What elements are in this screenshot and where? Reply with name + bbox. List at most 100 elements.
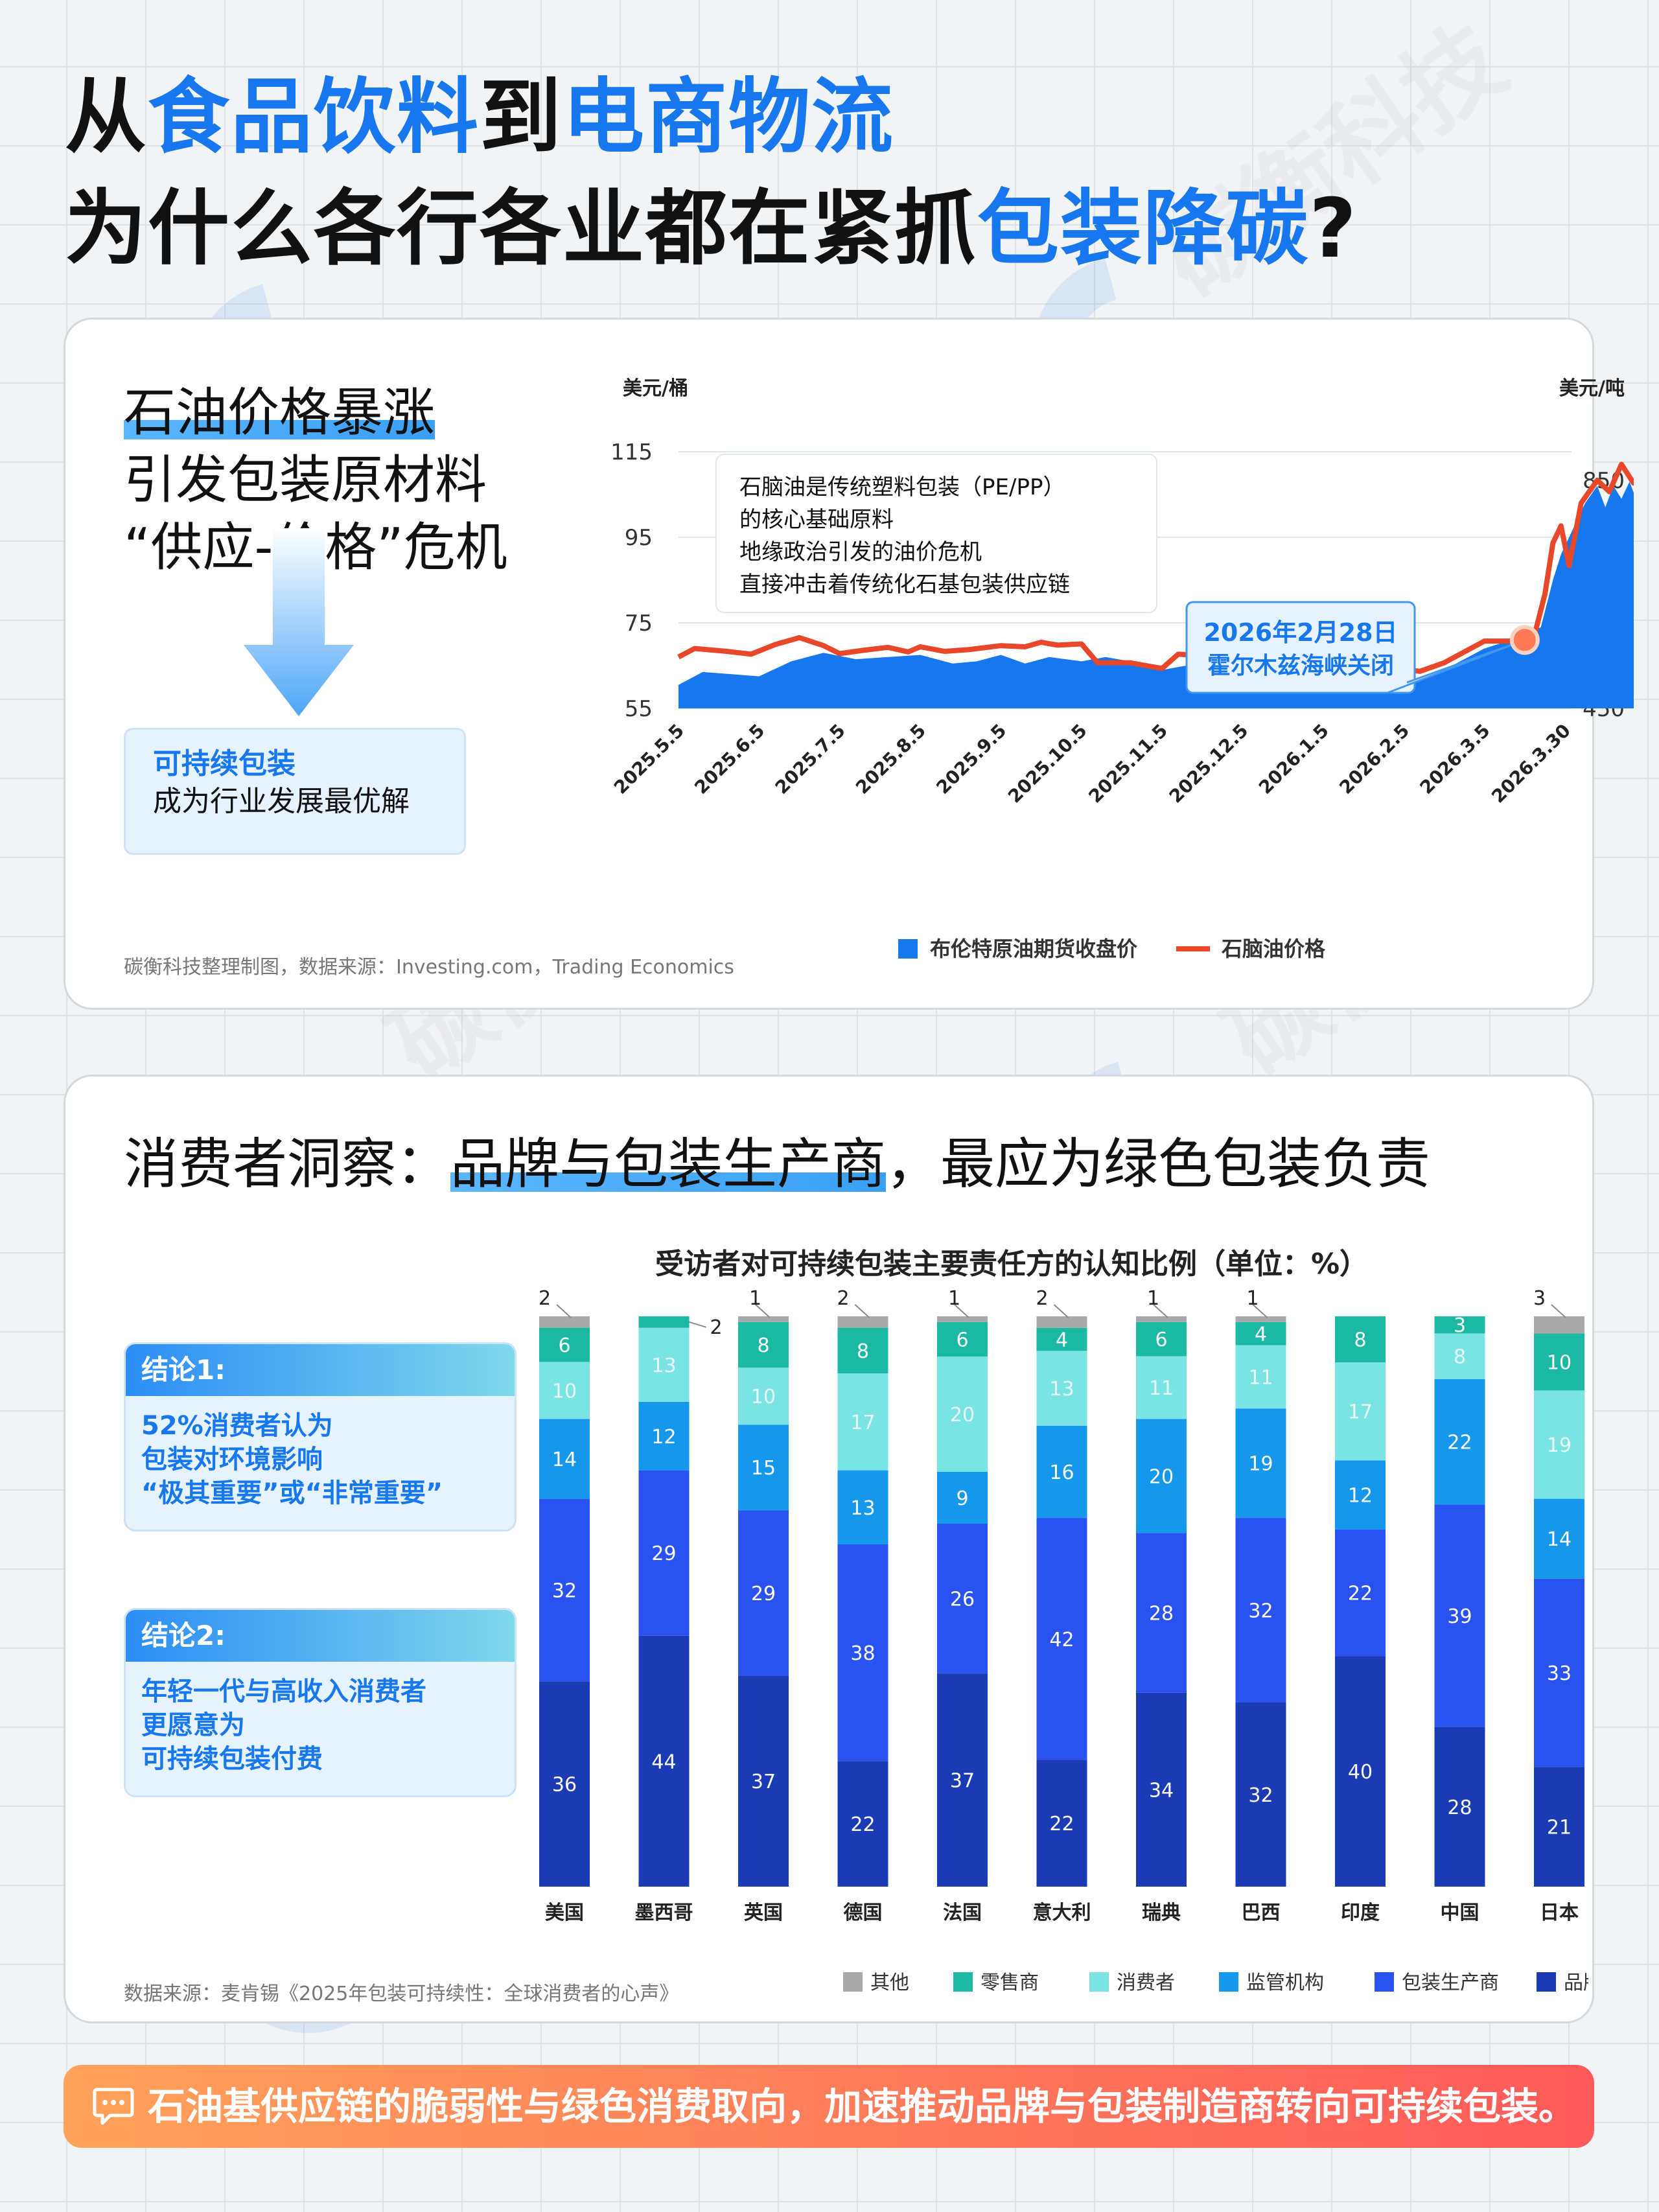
bar-segment [837, 1761, 888, 1887]
x-tick-label: 2025.6.5 [690, 720, 769, 798]
bar-segment [1335, 1316, 1386, 1363]
chart-title: 受访者对可持续包装主要责任方的认知比例（单位：%） [655, 1248, 1368, 1281]
conclusion-2-head: 结论2: [126, 1610, 515, 1662]
segment-label: 14 [1547, 1528, 1572, 1551]
headline-line1: 从食品饮料到电商物流 [65, 76, 894, 158]
conclusion-2-card: 结论2: 年轻一代与高收入消费者 更愿意为 可持续包装付费 [124, 1608, 516, 1797]
event-text: 霍尔木兹海峡关闭 [1207, 653, 1394, 679]
bar-segment [1235, 1702, 1286, 1887]
bar-segment [837, 1544, 888, 1762]
bar-segment [738, 1316, 789, 1322]
category-label: 意大利 [1033, 1902, 1091, 1924]
category-label: 日本 [1540, 1902, 1579, 1924]
segment-label: 13 [651, 1355, 676, 1377]
bar-segment [1235, 1518, 1286, 1703]
bar-segment [1534, 1767, 1584, 1887]
bar-segment [937, 1673, 988, 1887]
bar-segment [1036, 1518, 1087, 1760]
category-label: 印度 [1341, 1902, 1380, 1924]
label-leader [854, 1304, 870, 1318]
left-tick-label: 115 [610, 439, 653, 465]
segment-label: 10 [1547, 1351, 1572, 1374]
bar-segment [638, 1327, 690, 1402]
legend-swatch-brent [898, 939, 918, 959]
oil-naphtha-chart: 美元/桶美元/吨5575951154505506507508502025.5.5… [610, 377, 1634, 961]
segment-label: 2 [1036, 1287, 1049, 1310]
left-tick-label: 75 [625, 611, 653, 636]
category-label: 巴西 [1242, 1902, 1281, 1924]
segment-label: 11 [1248, 1366, 1273, 1389]
segment-label: 17 [850, 1412, 875, 1434]
segment-label: 17 [1348, 1401, 1373, 1424]
segment-label: 42 [1049, 1629, 1074, 1651]
segment-label: 6 [558, 1334, 570, 1357]
label-leader [1252, 1304, 1268, 1318]
bar-segment [738, 1425, 789, 1511]
segment-label: 21 [1547, 1817, 1572, 1839]
bar-segment [1434, 1727, 1485, 1887]
legend-swatch [843, 1972, 863, 1992]
segment-label: 22 [1348, 1583, 1373, 1605]
conclusion-2-line: 年轻一代与高收入消费者 [141, 1677, 426, 1706]
legend-swatch [1089, 1972, 1109, 1992]
callout-highlight: 可持续包装 [153, 747, 296, 780]
bar-segment [1136, 1692, 1187, 1887]
bar-segment [539, 1419, 590, 1499]
left-axis-unit: 美元/桶 [623, 377, 688, 400]
segment-label: 11 [1149, 1377, 1174, 1400]
segment-label: 8 [857, 1340, 869, 1363]
bar-segment [738, 1368, 789, 1425]
label-leader [954, 1304, 969, 1318]
segment-label: 2 [710, 1316, 723, 1339]
segment-label: 16 [1049, 1461, 1074, 1484]
category-label: 中国 [1441, 1902, 1479, 1924]
segment-label: 37 [950, 1770, 975, 1793]
legend-label: 监管机构 [1246, 1972, 1324, 1994]
x-tick-label: 2025.5.5 [610, 720, 688, 798]
legend-label: 其他 [870, 1972, 909, 1994]
x-tick-label: 2025.10.5 [1004, 720, 1091, 808]
annotation-box [715, 454, 1157, 613]
segment-label: 1 [1147, 1287, 1159, 1310]
bar-segment [1036, 1425, 1087, 1519]
segment-label: 22 [1049, 1813, 1074, 1835]
event-callout-box [1185, 601, 1416, 694]
segment-label: 38 [850, 1642, 875, 1665]
bar-segment [1534, 1316, 1584, 1334]
bar-segment [1434, 1333, 1485, 1379]
left-tick-label: 95 [625, 525, 653, 551]
conclusion-1-card: 结论1: 52%消费者认为 包装对环境影响 “极其重要”或“非常重要” [124, 1342, 516, 1531]
headline-highlight: 电商物流 [563, 69, 894, 165]
segment-label: 3 [1454, 1314, 1466, 1337]
conclusion-2-line: 可持续包装付费 [141, 1744, 323, 1774]
segment-label: 12 [651, 1426, 676, 1449]
bar-segment [738, 1510, 789, 1676]
segment-label: 9 [956, 1487, 968, 1510]
bar-segment [1534, 1333, 1584, 1391]
segment-label: 22 [1447, 1432, 1472, 1454]
bar-segment [1534, 1390, 1584, 1499]
headline-highlight: 包装降碳 [977, 181, 1309, 276]
segment-label: 10 [552, 1380, 577, 1403]
legend-label: 品牌 [1564, 1972, 1588, 1994]
segment-label: 28 [1149, 1603, 1174, 1625]
bar-segment [1434, 1504, 1485, 1727]
category-label: 墨西哥 [635, 1902, 693, 1924]
legend-label: 零售商 [980, 1972, 1039, 1994]
category-label: 英国 [744, 1902, 783, 1924]
bar-segment [1434, 1379, 1485, 1505]
bar-segment [1036, 1316, 1087, 1328]
segment-label: 13 [1049, 1378, 1074, 1401]
conclusion-1-head: 结论1: [126, 1344, 515, 1396]
segment-label: 3 [1533, 1287, 1546, 1310]
headline-highlight: 食品饮料 [148, 69, 480, 165]
label-leader [1053, 1304, 1069, 1318]
panel2-title: 消费者洞察：品牌与包装生产商，最应为绿色包装负责 [124, 1128, 1430, 1200]
bar-segment [638, 1316, 690, 1328]
bar-segment [539, 1681, 590, 1887]
category-label: 法国 [943, 1902, 982, 1924]
segment-label: 29 [651, 1543, 676, 1565]
bar-segment [1036, 1327, 1087, 1351]
legend-swatch [1219, 1972, 1238, 1992]
category-label: 瑞典 [1142, 1902, 1181, 1924]
